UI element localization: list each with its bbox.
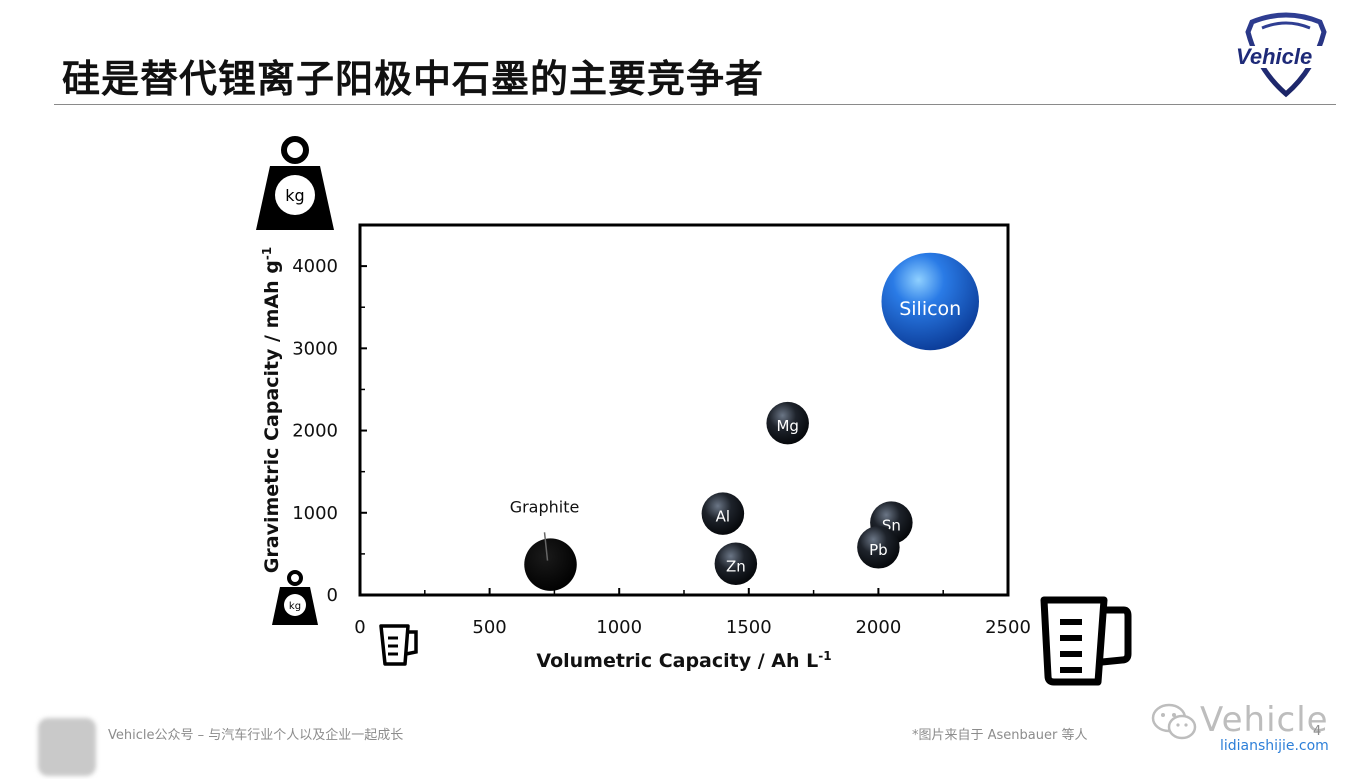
x-tick-label: 1500 bbox=[726, 617, 772, 638]
vehicle-logo: Vehicle bbox=[1234, 12, 1338, 98]
kg-weight-small-label: kg bbox=[289, 601, 301, 612]
kg-weight-small-icon: kg bbox=[272, 570, 318, 625]
al-point bbox=[701, 492, 745, 535]
zn-label: Zn bbox=[726, 557, 746, 575]
kg-weight-label: kg bbox=[285, 186, 304, 205]
pb-point bbox=[857, 526, 900, 569]
mg-point bbox=[766, 401, 809, 445]
y-tick-label: 1000 bbox=[292, 503, 338, 524]
x-tick-marks bbox=[424, 588, 944, 595]
slide-title: 硅是替代锂离子阳极中石墨的主要竞争者 bbox=[62, 57, 765, 101]
pb-label: Pb bbox=[869, 541, 888, 559]
mg-label: Mg bbox=[776, 417, 798, 435]
footer-tagline: Vehicle公众号 – 与汽车行业个人以及企业一起成长 bbox=[108, 728, 404, 743]
al-label: Al bbox=[716, 507, 730, 525]
y-tick-label: 3000 bbox=[292, 338, 338, 359]
y-tick-label: 2000 bbox=[292, 421, 338, 442]
y-axis-title-sup: -1 bbox=[260, 247, 274, 260]
graphite-callout-label: Graphite bbox=[510, 497, 580, 516]
x-axis-title: Volumetric Capacity / Ah L-1 bbox=[536, 649, 831, 672]
y-axis-title-text: Gravimetric Capacity / mAh g bbox=[261, 260, 283, 573]
measuring-cup-small-icon bbox=[379, 624, 418, 666]
x-tick-label: 500 bbox=[472, 617, 506, 638]
x-tick-label: 2500 bbox=[985, 617, 1031, 638]
silicon-label: Silicon bbox=[899, 298, 961, 320]
y-axis-title: Gravimetric Capacity / mAh g-1 bbox=[260, 247, 283, 573]
x-tick-label: 0 bbox=[354, 617, 365, 638]
page-number: 4 bbox=[1313, 724, 1322, 739]
y-tick-label: 4000 bbox=[292, 256, 338, 277]
x-tick-label: 2000 bbox=[855, 617, 901, 638]
x-axis-title-sup: -1 bbox=[818, 649, 831, 663]
zn-point bbox=[714, 542, 758, 586]
x-tick-label: 1000 bbox=[596, 617, 642, 638]
x-tick-labels: 0 500 1000 1500 2000 2500 bbox=[354, 617, 1031, 638]
measuring-cup-large-icon bbox=[1040, 596, 1132, 686]
y-tick-labels: 0 1000 2000 3000 4000 bbox=[292, 256, 338, 606]
y-tick-label: 0 bbox=[327, 585, 338, 606]
silicon-point bbox=[881, 252, 979, 351]
graphite-point bbox=[524, 538, 577, 591]
logo-text: Vehicle bbox=[1236, 44, 1312, 69]
title-divider bbox=[54, 104, 1336, 105]
graphite-callout-line bbox=[543, 532, 549, 561]
x-axis-title-text: Volumetric Capacity / Ah L bbox=[536, 650, 818, 672]
wechat-icon bbox=[1151, 703, 1197, 740]
watermark-brand: Vehicle bbox=[1200, 700, 1329, 740]
image-source-note: *图片来自于 Asenbauer 等人 bbox=[912, 728, 1088, 743]
y-tick-marks bbox=[360, 265, 367, 555]
kg-weight-icon: kg bbox=[256, 136, 334, 230]
watermark-url: lidianshijie.com bbox=[1220, 738, 1329, 754]
qr-code-image bbox=[38, 718, 96, 776]
